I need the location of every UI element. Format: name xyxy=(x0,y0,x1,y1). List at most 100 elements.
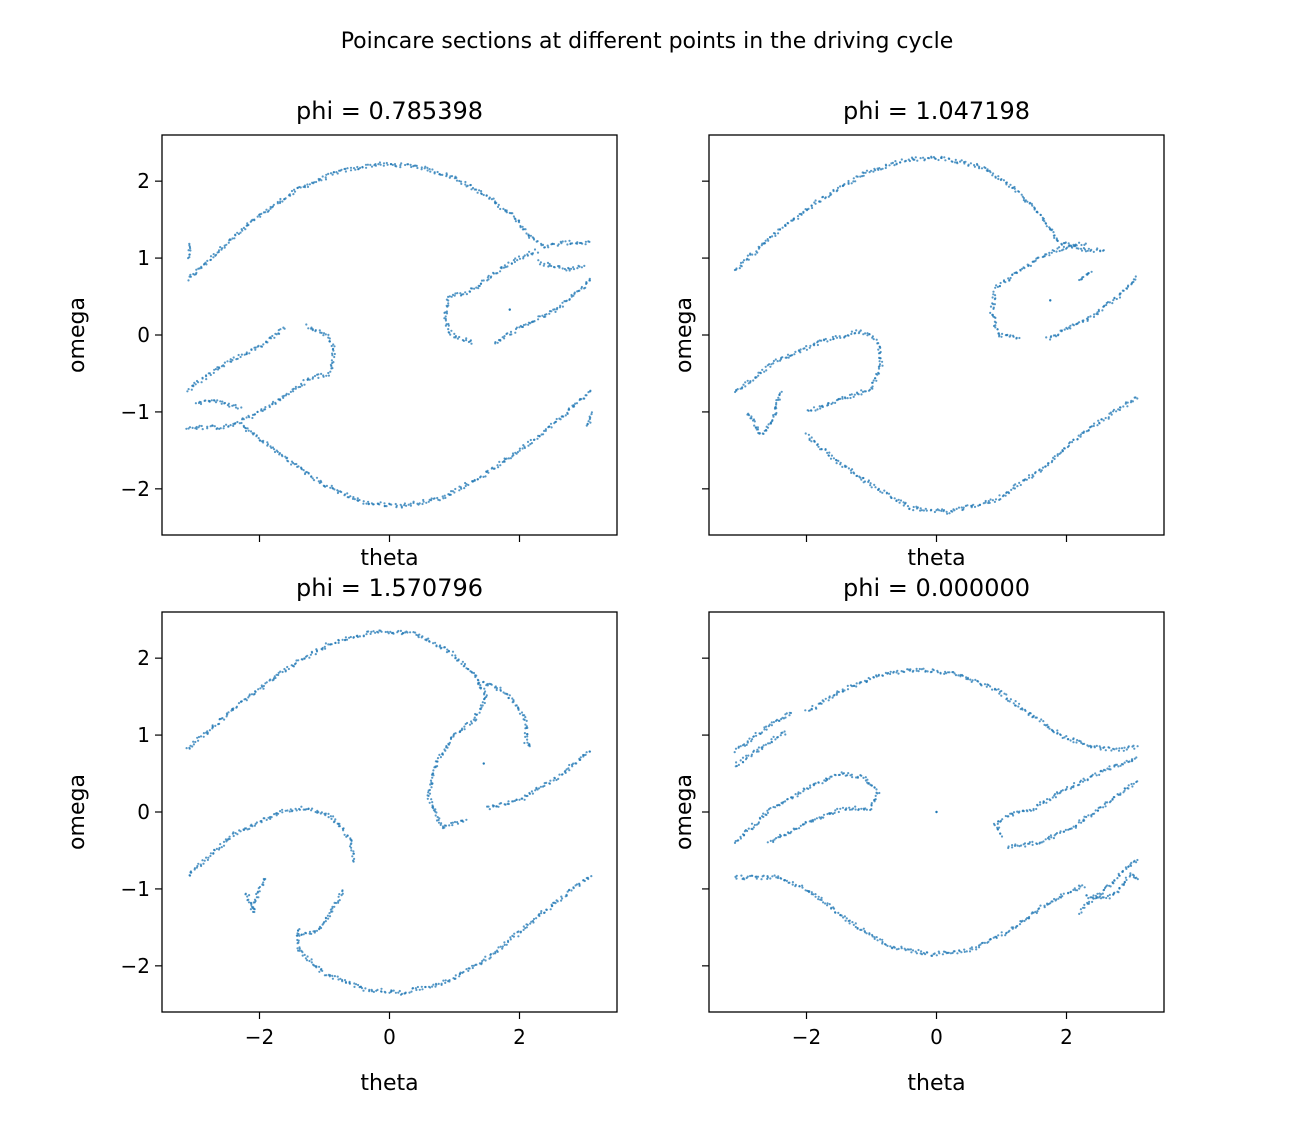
data-point xyxy=(1136,878,1139,881)
scatter-points xyxy=(185,629,593,996)
data-point xyxy=(310,327,313,330)
data-point xyxy=(560,895,563,898)
data-point xyxy=(199,402,203,406)
data-point xyxy=(454,657,457,660)
data-point xyxy=(444,824,448,827)
data-point xyxy=(411,987,415,990)
data-point xyxy=(523,445,526,448)
data-point xyxy=(204,399,207,402)
data-point xyxy=(765,728,768,731)
data-point xyxy=(279,328,282,331)
data-point xyxy=(963,950,966,954)
orbit-band-4 xyxy=(188,805,356,877)
x-tick-label: 0 xyxy=(383,1025,396,1049)
orbit-band-4 xyxy=(1045,275,1137,341)
data-point xyxy=(492,272,495,275)
data-point xyxy=(951,951,954,955)
data-point xyxy=(231,237,234,240)
data-point xyxy=(909,948,913,951)
data-point xyxy=(311,477,314,480)
data-point xyxy=(1072,741,1075,744)
data-point xyxy=(735,874,738,877)
data-point xyxy=(843,689,846,692)
data-point xyxy=(797,792,800,796)
data-point xyxy=(454,335,457,338)
data-point xyxy=(1094,894,1097,897)
orbit-band-1 xyxy=(185,629,488,830)
data-point xyxy=(848,393,852,396)
data-point xyxy=(916,506,920,509)
data-point xyxy=(1052,456,1055,459)
data-point xyxy=(442,497,445,500)
data-point xyxy=(306,183,309,186)
data-point xyxy=(1000,934,1003,937)
data-point xyxy=(810,707,813,710)
data-point xyxy=(462,820,465,823)
data-point xyxy=(865,680,868,684)
data-point xyxy=(1096,247,1099,250)
data-point xyxy=(439,756,442,759)
data-point xyxy=(792,217,796,220)
data-point xyxy=(428,788,431,792)
data-point xyxy=(512,935,516,938)
data-point xyxy=(869,482,872,485)
data-point xyxy=(859,476,862,479)
data-point xyxy=(439,173,442,176)
data-point xyxy=(788,881,791,884)
data-point xyxy=(315,476,319,479)
data-point xyxy=(333,488,336,491)
data-point xyxy=(1043,904,1046,907)
data-point xyxy=(298,928,301,931)
data-point xyxy=(505,457,508,460)
data-point xyxy=(463,728,466,731)
data-point xyxy=(966,504,969,507)
data-point xyxy=(763,728,766,731)
data-point xyxy=(758,432,761,435)
data-point xyxy=(1094,809,1097,812)
data-point xyxy=(472,671,476,675)
data-point xyxy=(523,741,526,745)
data-point xyxy=(292,461,295,465)
data-point xyxy=(351,855,354,858)
data-point xyxy=(561,773,564,776)
data-point xyxy=(264,406,267,409)
data-point xyxy=(1061,736,1064,740)
data-point xyxy=(321,923,324,926)
orbit-band-8 xyxy=(1078,858,1139,916)
data-point xyxy=(450,329,453,332)
data-point xyxy=(840,914,843,917)
data-point xyxy=(447,299,450,302)
data-point xyxy=(281,455,284,458)
data-point xyxy=(379,163,382,166)
data-point xyxy=(414,631,417,634)
data-point xyxy=(1113,891,1116,894)
data-point xyxy=(289,808,292,811)
data-point xyxy=(568,408,571,411)
data-point xyxy=(464,484,467,488)
data-point xyxy=(454,654,457,657)
data-point xyxy=(945,510,948,513)
y-axis-label: omega xyxy=(672,297,697,373)
data-point xyxy=(394,502,397,506)
data-point xyxy=(522,925,525,928)
data-point xyxy=(954,161,957,164)
data-point xyxy=(915,669,918,672)
data-point xyxy=(996,822,999,826)
orbit-band-4 xyxy=(733,771,881,845)
data-point xyxy=(222,840,226,844)
data-point xyxy=(757,245,760,248)
data-point xyxy=(288,810,291,813)
data-point xyxy=(246,899,249,902)
data-point xyxy=(314,330,317,333)
data-point xyxy=(529,443,532,446)
data-point xyxy=(559,240,562,243)
data-point xyxy=(1125,878,1128,882)
data-point xyxy=(489,956,492,959)
orbit-band-3 xyxy=(486,750,592,811)
data-point xyxy=(540,910,543,913)
data-point xyxy=(448,493,451,496)
data-point xyxy=(474,674,477,677)
data-point xyxy=(362,634,365,637)
data-point xyxy=(451,821,454,824)
data-point xyxy=(1065,735,1068,738)
